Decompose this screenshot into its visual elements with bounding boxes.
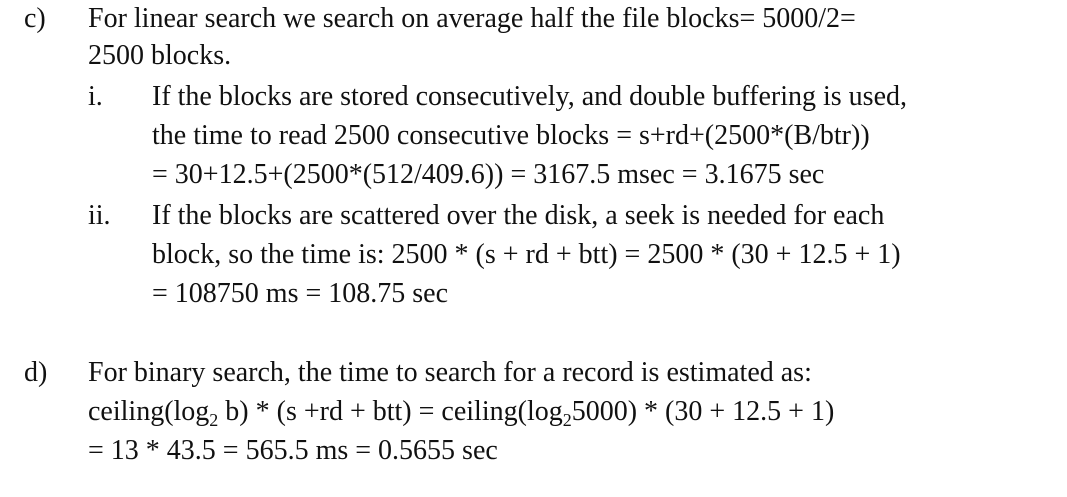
section-c-line-1: For linear search we search on average h… (88, 3, 856, 34)
item-ii-line-1: If the blocks are scattered over the dis… (152, 200, 885, 231)
log-base-subscript-2: 2 (562, 410, 572, 430)
item-ii-label: ii. (88, 200, 111, 231)
item-i-line-3: = 30+12.5+(2500*(512/409.6)) = 3167.5 ms… (152, 159, 825, 190)
section-d-label: d) (24, 357, 48, 388)
item-i-line-2: the time to read 2500 consecutive blocks… (152, 120, 870, 151)
section-d-line-1: For binary search, the time to search fo… (88, 357, 812, 388)
section-c-label: c) (24, 3, 46, 34)
formula-part-1: ceiling(log (88, 396, 210, 427)
section-c-line-2: 2500 blocks. (88, 40, 232, 71)
section-d-line-3: = 13 * 43.5 = 565.5 ms = 0.5655 sec (88, 435, 498, 466)
item-i-line-1: If the blocks are stored consecutively, … (152, 81, 908, 112)
section-d-line-2: ceiling(log2 b) * (s +rd + btt) = ceilin… (88, 395, 834, 429)
log-base-subscript-1: 2 (209, 410, 219, 430)
formula-part-2: b) * (s +rd + btt) = ceiling(log (218, 396, 563, 427)
item-i-label: i. (88, 81, 103, 112)
formula-part-3: 5000) * (30 + 12.5 + 1) (571, 396, 835, 427)
item-ii-line-3: = 108750 ms = 108.75 sec (152, 278, 449, 309)
item-ii-line-2: block, so the time is: 2500 * (s + rd + … (152, 239, 901, 270)
